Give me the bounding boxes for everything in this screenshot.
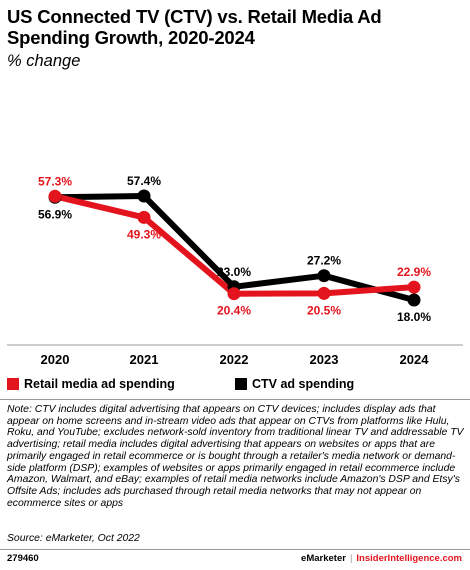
chart-source: Source: eMarketer, Oct 2022 (7, 533, 140, 544)
data-point-retail-2021 (137, 210, 151, 224)
x-tick-label-2024: 2024 (400, 352, 430, 367)
series-line-retail (52, 193, 417, 297)
chart-id: 279460 (7, 553, 39, 564)
data-label-retail-2020: 57.3% (38, 174, 72, 188)
data-point-ctv-2023 (317, 269, 331, 283)
data-label-retail-2023: 20.5% (307, 303, 341, 317)
x-tick-label-2022: 2022 (220, 352, 249, 367)
x-tick-label-2023: 2023 (310, 352, 339, 367)
x-tick-label-2020: 2020 (41, 352, 70, 367)
data-label-retail-2022: 20.4% (217, 304, 251, 318)
legend-item-retail: Retail media ad spending (7, 377, 175, 391)
legend-swatch-ctv (235, 378, 247, 390)
data-label-ctv-2021: 57.4% (127, 174, 161, 188)
x-tick-label-2021: 2021 (130, 352, 159, 367)
legend-label-retail: Retail media ad spending (24, 377, 175, 391)
brand-insiderintelligence: InsiderIntelligence.com (356, 553, 462, 564)
chart-subtitle: % change (7, 52, 81, 70)
chart-title: US Connected TV (CTV) vs. Retail Media A… (7, 6, 382, 48)
data-point-ctv-2021 (137, 189, 151, 203)
data-label-ctv-2024: 18.0% (397, 310, 431, 324)
legend-item-ctv: CTV ad spending (235, 377, 354, 391)
data-point-retail-2024 (407, 280, 421, 294)
divider (0, 399, 470, 400)
data-point-retail-2020 (48, 189, 62, 203)
brand-separator: | (349, 553, 353, 564)
footer-brand: eMarketer | InsiderIntelligence.com (301, 553, 462, 565)
data-label-ctv-2023: 27.2% (307, 254, 341, 268)
data-point-retail-2022 (227, 287, 241, 301)
data-point-ctv-2024 (407, 293, 421, 307)
footer-divider (0, 549, 470, 550)
line-chart: 2020 2021 2022 2023 2024 57.3% 49.3% 20.4% 20.5%… (7, 174, 463, 367)
data-label-retail-2024: 22.9% (397, 265, 431, 279)
legend-label-ctv: CTV ad spending (252, 377, 355, 391)
data-label-retail-2021: 49.3% (127, 227, 161, 241)
data-label-ctv-2022: 23.0% (217, 265, 251, 279)
data-point-retail-2023 (317, 286, 331, 300)
brand-emarketer: eMarketer (301, 553, 346, 564)
chart-note: Note: CTV includes digital advertising t… (7, 404, 464, 509)
legend-swatch-retail (7, 378, 19, 390)
data-label-ctv-2020: 56.9% (38, 207, 72, 221)
